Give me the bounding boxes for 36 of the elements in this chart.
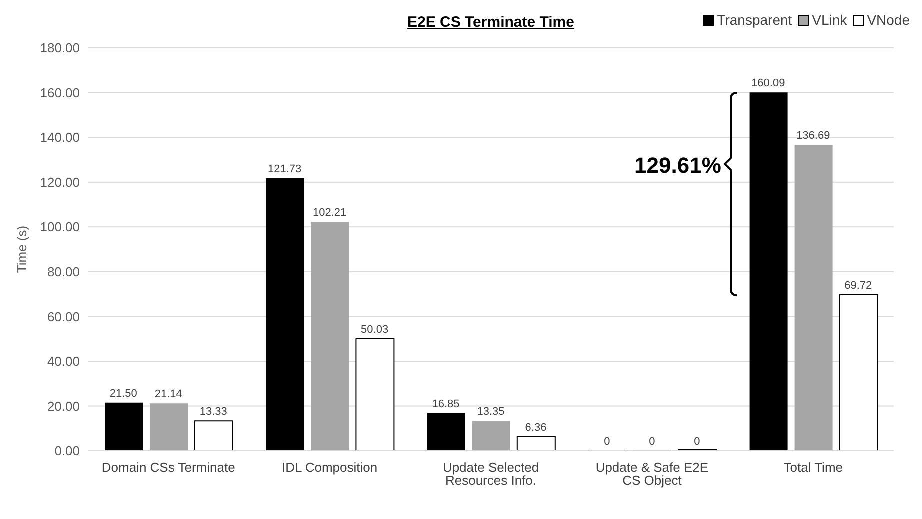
y-tick-label: 40.00 bbox=[47, 354, 80, 370]
y-tick-label: 60.00 bbox=[47, 309, 80, 324]
legend-label: VLink bbox=[812, 12, 848, 28]
data-label: 6.36 bbox=[525, 422, 547, 434]
data-label: 16.85 bbox=[432, 398, 460, 410]
data-label: 13.33 bbox=[200, 406, 228, 418]
x-tick-label: Domain CSs Terminate bbox=[102, 460, 236, 476]
data-label: 136.69 bbox=[796, 130, 830, 142]
data-label: 21.50 bbox=[110, 388, 138, 400]
x-tick-label: Update & Safe E2E CS Object bbox=[596, 460, 709, 488]
chart-title: E2E CS Terminate Time bbox=[407, 14, 574, 31]
y-tick-label: 0.00 bbox=[54, 444, 80, 459]
y-tick-label: 140.00 bbox=[40, 130, 80, 146]
y-tick-label: 180.00 bbox=[40, 40, 80, 56]
legend-label: VNode bbox=[867, 12, 910, 28]
data-label: 13.35 bbox=[477, 406, 505, 418]
data-label: 102.21 bbox=[312, 207, 347, 220]
x-tick-label: Update Selected Resources Info. bbox=[442, 460, 540, 488]
annotation: 129.61% bbox=[634, 152, 722, 179]
x-tick-label: Total Time bbox=[784, 460, 844, 476]
data-label: 21.14 bbox=[154, 388, 182, 401]
data-label: 0 bbox=[649, 436, 656, 448]
data-label: 160.09 bbox=[752, 78, 786, 90]
y-tick-label: 80.00 bbox=[47, 264, 80, 280]
x-tick-label: IDL Composition bbox=[282, 460, 378, 476]
data-label: 69.72 bbox=[844, 280, 872, 292]
y-tick-label: 160.00 bbox=[40, 85, 80, 100]
y-tick-label: 120.00 bbox=[40, 174, 80, 190]
y-axis-title: Time (s) bbox=[14, 226, 30, 274]
data-label: 121.73 bbox=[268, 163, 302, 176]
legend-label: Transparent bbox=[717, 12, 792, 28]
y-tick-label: 100.00 bbox=[40, 220, 80, 235]
y-tick-label: 20.00 bbox=[47, 398, 80, 414]
data-label: 0 bbox=[694, 436, 700, 448]
data-label: 0 bbox=[604, 436, 610, 448]
data-label: 50.03 bbox=[361, 324, 389, 336]
